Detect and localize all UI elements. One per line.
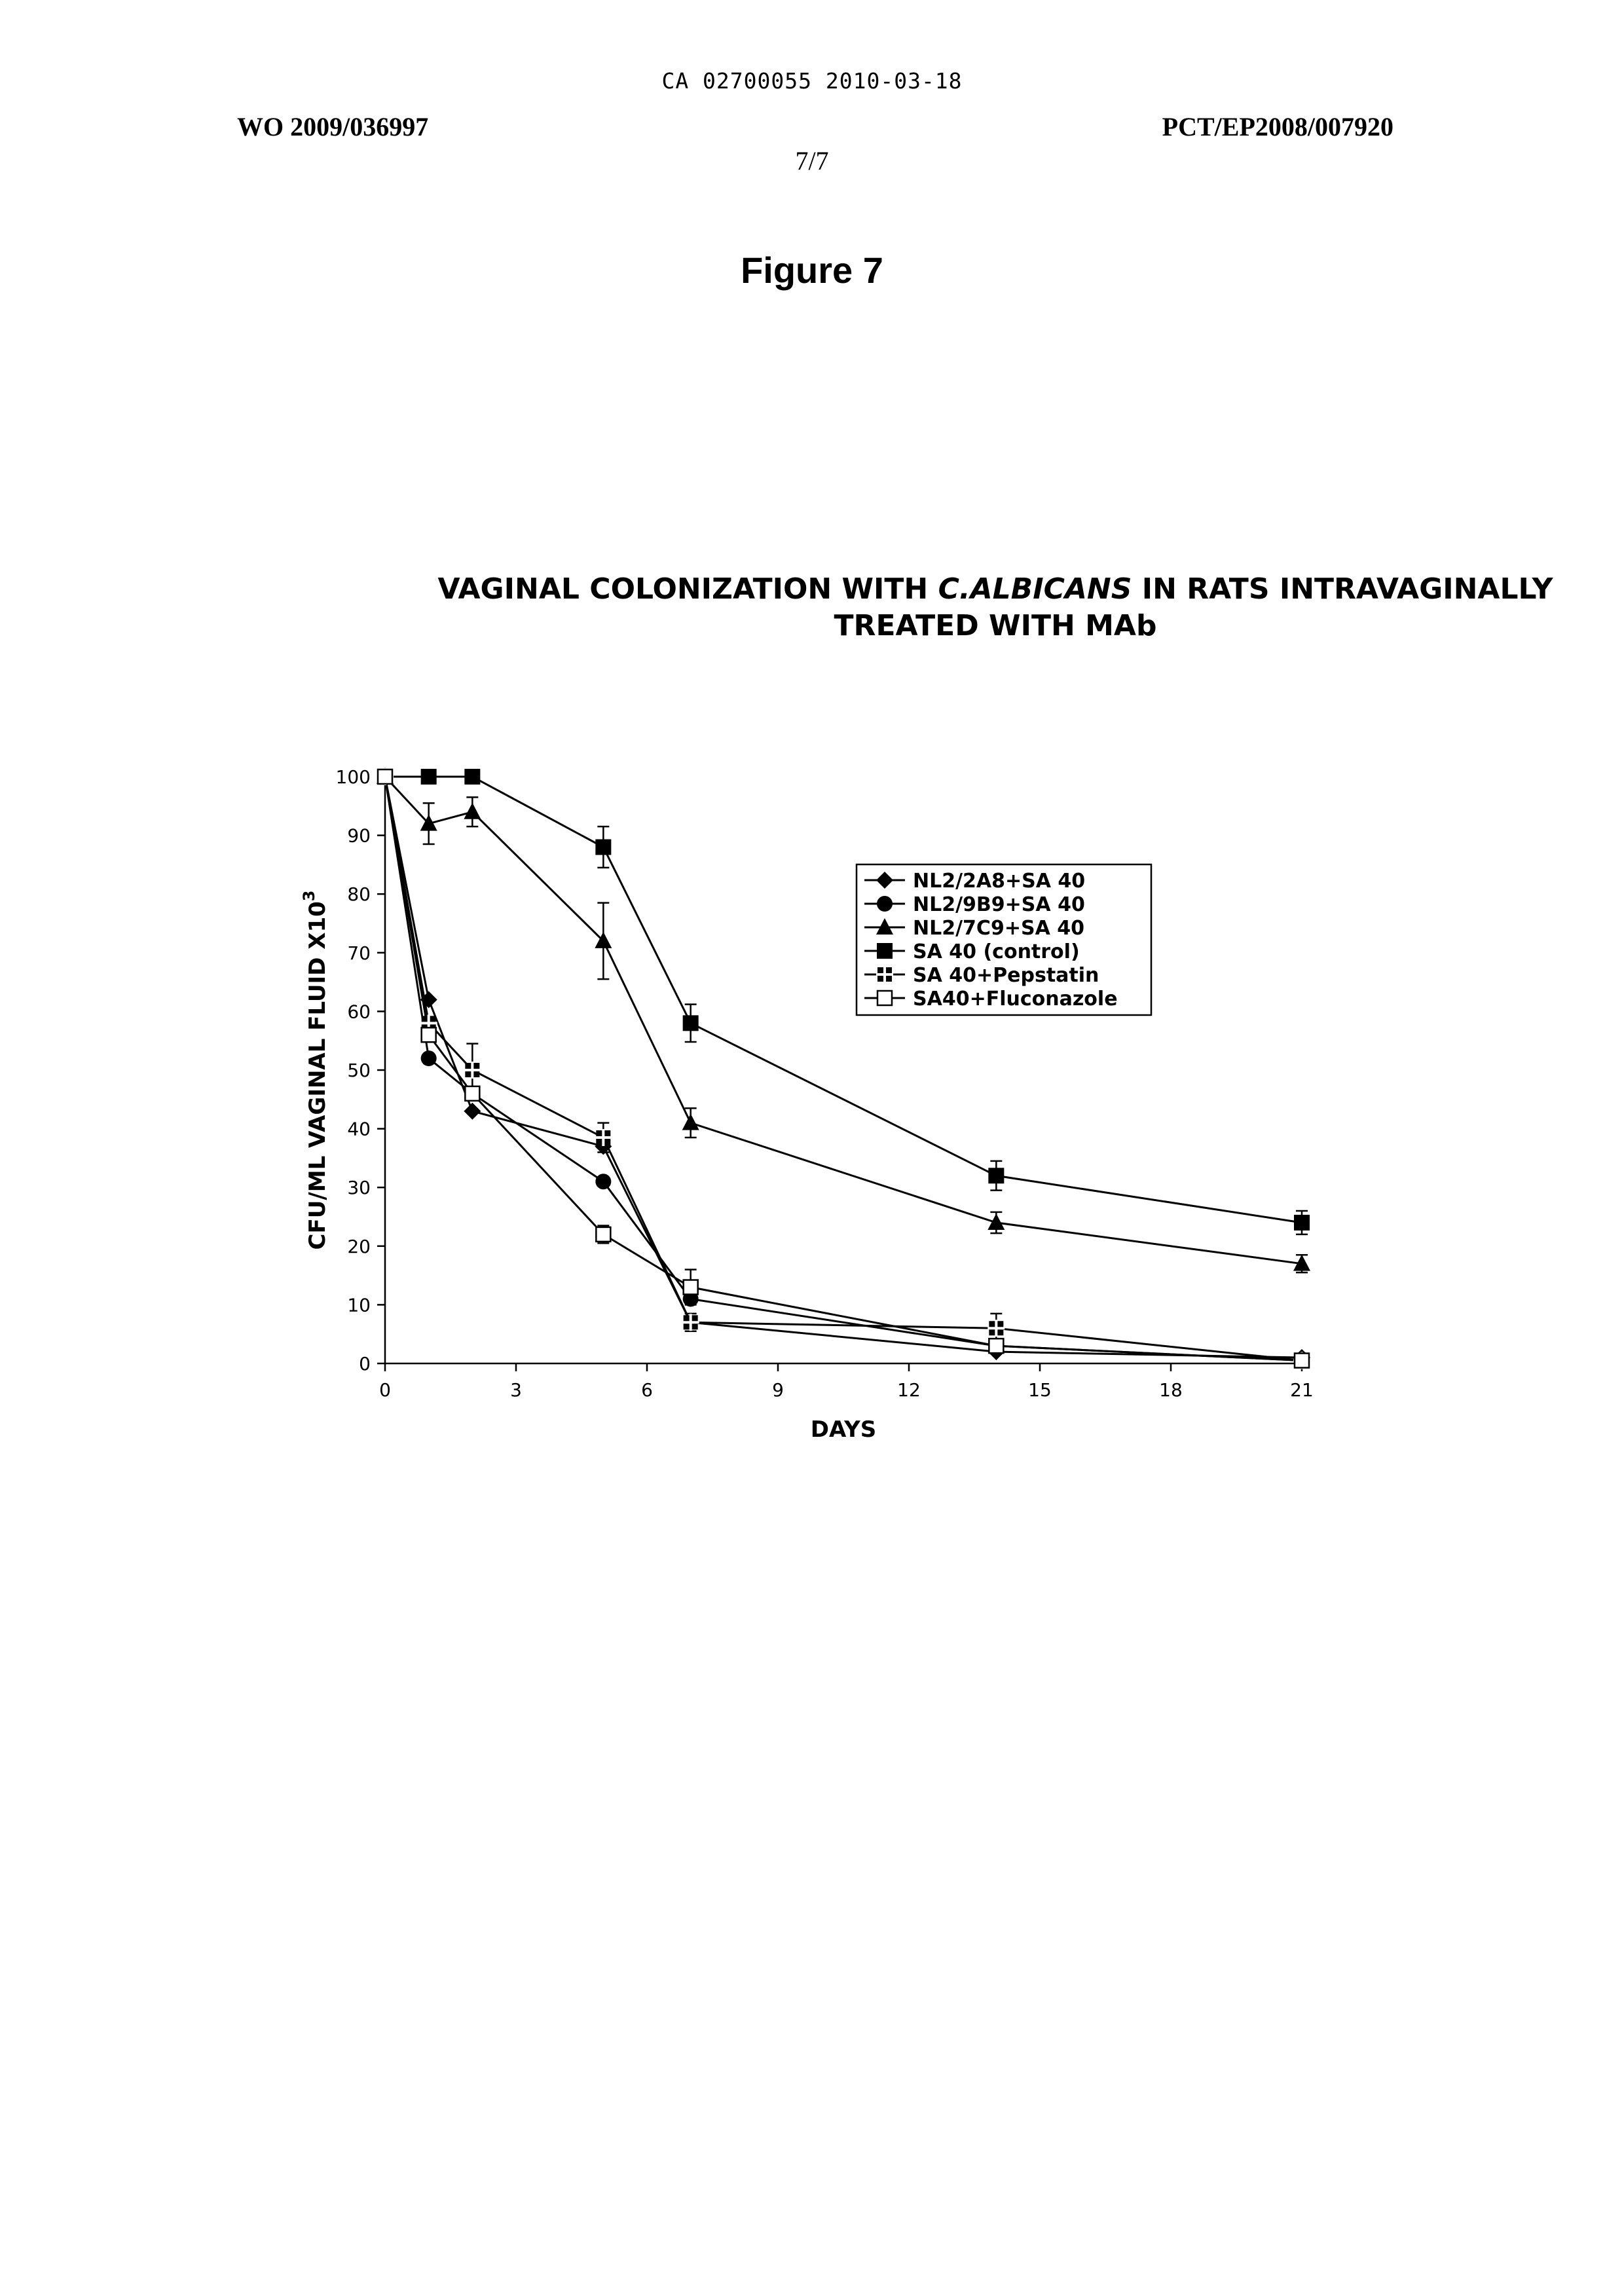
y-tick-label: 90 (347, 825, 371, 847)
data-point (378, 769, 392, 784)
data-point (1294, 1215, 1310, 1231)
data-point (595, 840, 611, 855)
data-point (683, 1015, 699, 1031)
y-axis-label-superscript: 3 (300, 891, 318, 902)
series-line (385, 777, 1302, 1361)
data-point (464, 803, 481, 819)
x-tick-label: 0 (379, 1379, 391, 1401)
data-point (465, 1086, 479, 1101)
series-line (385, 777, 1302, 1361)
y-tick-label: 100 (336, 766, 371, 788)
data-point (421, 769, 437, 785)
series-line (385, 777, 1302, 1264)
data-point (596, 1227, 610, 1242)
y-axis-label: CFU/ML VAGINAL FLUID X103 (300, 891, 331, 1250)
data-point (595, 1174, 611, 1189)
y-tick-label: 20 (347, 1236, 371, 1257)
x-tick-label: 18 (1159, 1379, 1183, 1401)
data-point (464, 1062, 481, 1079)
data-point (422, 1028, 436, 1042)
x-tick-label: 15 (1028, 1379, 1052, 1401)
x-tick-label: 3 (510, 1379, 522, 1401)
x-tick-label: 21 (1290, 1379, 1314, 1401)
y-tick-label: 40 (347, 1119, 371, 1140)
legend-label: SA 40 (control) (913, 940, 1080, 963)
legend-marker (877, 896, 893, 912)
y-tick-label: 60 (347, 1001, 371, 1022)
data-point (682, 1314, 699, 1331)
x-tick-label: 12 (897, 1379, 921, 1401)
series-line (385, 777, 1302, 1358)
legend-marker (877, 943, 893, 959)
data-point (988, 1168, 1004, 1183)
series-lines (385, 777, 1302, 1361)
series-line (385, 777, 1302, 1223)
legend-label: SA 40+Pepstatin (913, 964, 1099, 987)
data-point (989, 1339, 1003, 1353)
y-tick-label: 30 (347, 1177, 371, 1198)
x-tick-label: 6 (641, 1379, 653, 1401)
legend-label: SA40+Fluconazole (913, 988, 1118, 1010)
series-markers (377, 768, 1310, 1369)
x-tick-label: 9 (772, 1379, 784, 1401)
chart-legend: NL2/2A8+SA 40NL2/9B9+SA 40NL2/7C9+SA 40S… (857, 864, 1151, 1015)
data-point (595, 1129, 612, 1146)
x-axis-label: DAYS (811, 1416, 876, 1443)
legend-label: NL2/2A8+SA 40 (913, 870, 1085, 893)
series-line (385, 777, 1302, 1361)
data-point (1295, 1354, 1309, 1368)
y-tick-label: 0 (359, 1353, 371, 1375)
y-tick-label: 50 (347, 1060, 371, 1081)
data-point (682, 1114, 699, 1130)
data-point (684, 1280, 698, 1295)
data-point (987, 1320, 1005, 1337)
legend-label: NL2/9B9+SA 40 (913, 893, 1085, 916)
legend-marker (877, 991, 892, 1005)
y-tick-label: 10 (347, 1294, 371, 1316)
chart-axes: 0 10 20 30 40 50 60 70 80 90 100 0 3 6 9 12 15 18 21 DAYS CF… (300, 766, 1314, 1443)
data-point (421, 1050, 437, 1066)
y-axis-label-text: CFU/ML VAGINAL FLUID X10 (304, 901, 331, 1250)
data-point (464, 769, 480, 785)
legend-marker (876, 966, 893, 983)
data-point (464, 1103, 481, 1120)
y-tick-label: 80 (347, 883, 371, 905)
legend-label: NL2/7C9+SA 40 (913, 917, 1084, 940)
y-tick-label: 70 (347, 942, 371, 964)
